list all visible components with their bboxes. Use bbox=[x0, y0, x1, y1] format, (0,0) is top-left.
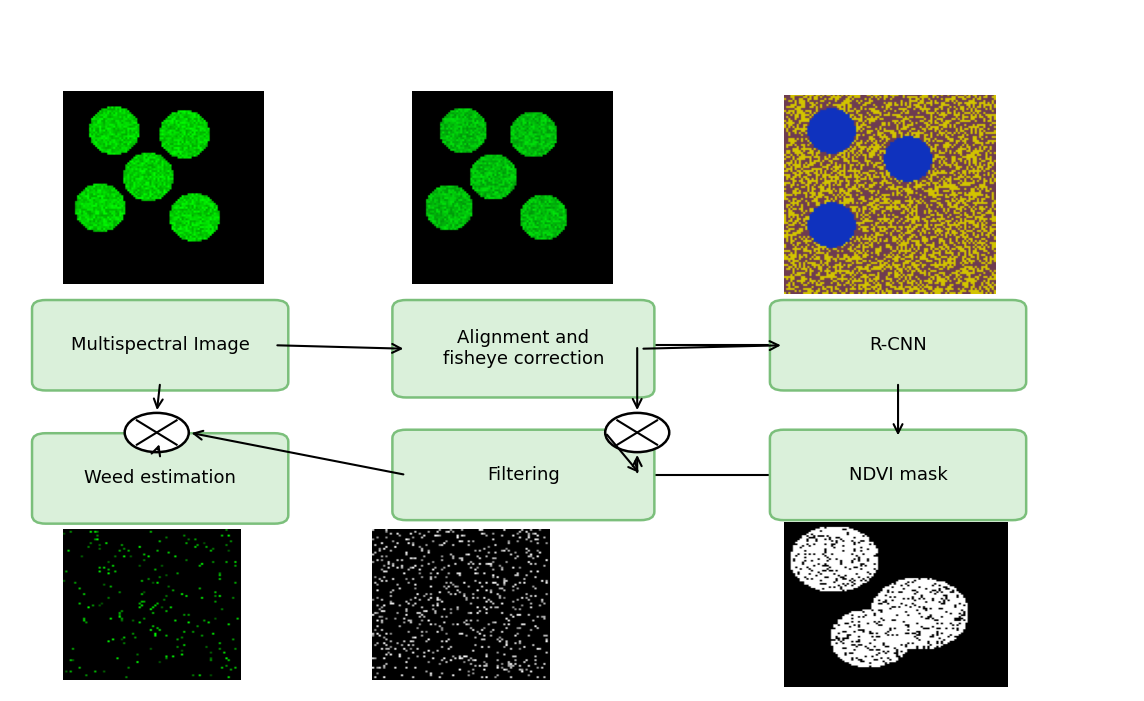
FancyBboxPatch shape bbox=[32, 300, 288, 390]
Text: Filtering: Filtering bbox=[487, 466, 559, 484]
FancyBboxPatch shape bbox=[392, 300, 654, 397]
Circle shape bbox=[125, 413, 189, 452]
FancyBboxPatch shape bbox=[392, 430, 654, 520]
Circle shape bbox=[605, 413, 669, 452]
FancyBboxPatch shape bbox=[770, 430, 1026, 520]
FancyBboxPatch shape bbox=[32, 433, 288, 524]
FancyBboxPatch shape bbox=[770, 300, 1026, 390]
Text: R-CNN: R-CNN bbox=[869, 336, 927, 354]
Text: Multispectral Image: Multispectral Image bbox=[71, 336, 249, 354]
Text: NDVI mask: NDVI mask bbox=[849, 466, 947, 484]
Text: Alignment and
fisheye correction: Alignment and fisheye correction bbox=[443, 329, 604, 368]
Text: Weed estimation: Weed estimation bbox=[85, 470, 236, 487]
